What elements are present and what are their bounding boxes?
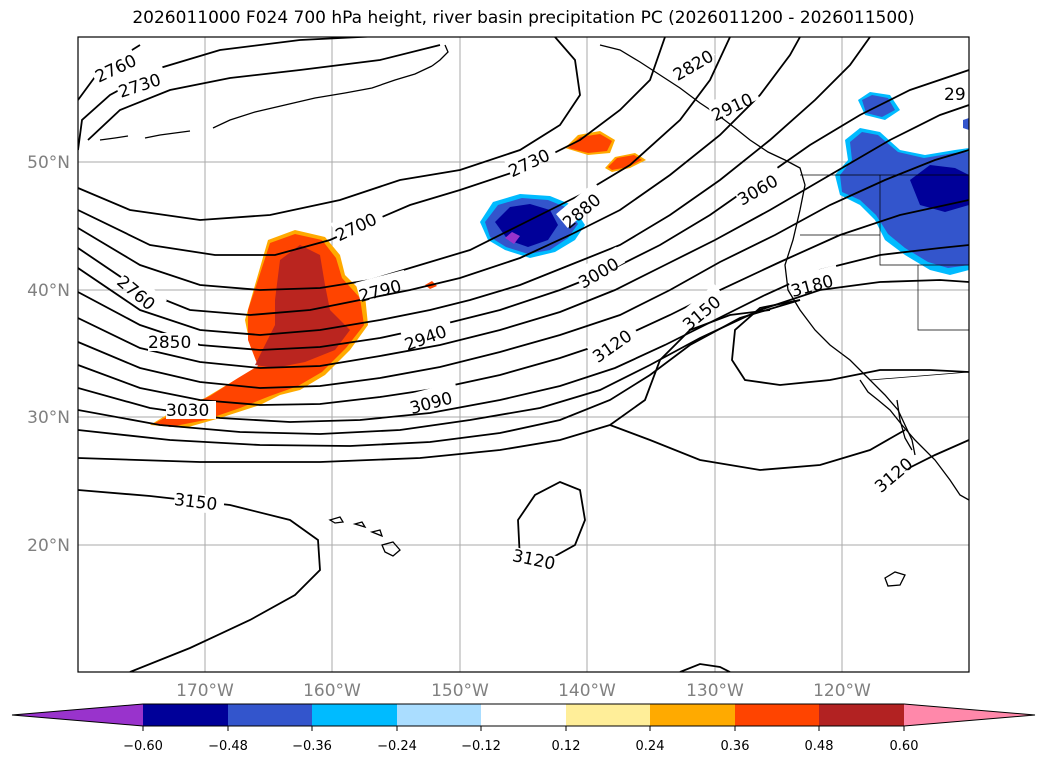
map-frame xyxy=(77,36,970,673)
colorbar-segment-high-extend xyxy=(904,704,1035,726)
lon-label: 140°W xyxy=(558,681,616,701)
colorbar-segment-low-extend xyxy=(12,704,143,726)
colorbar-tick: −0.36 xyxy=(292,739,332,754)
colorbar-segment xyxy=(481,704,566,726)
lon-label: 120°W xyxy=(813,681,871,701)
lat-label: 50°N xyxy=(27,153,70,173)
latitude-labels: 50°N 40°N 30°N 20°N xyxy=(27,153,70,556)
precip-positive-shading xyxy=(150,131,646,428)
colorbar-segment xyxy=(735,704,819,726)
colorbar-segment xyxy=(228,704,312,726)
contour-label: 29 xyxy=(944,85,966,105)
colorbar-segment xyxy=(650,704,735,726)
colorbar-tick: −0.12 xyxy=(461,739,501,754)
colorbar-tick: −0.60 xyxy=(123,739,163,754)
map-title: 2026011000 F024 700 hPa height, river ba… xyxy=(132,8,915,28)
graticule xyxy=(78,37,969,672)
contour-label: 2850 xyxy=(148,333,191,353)
colorbar: −0.60 −0.48 −0.36 −0.24 −0.12 0.12 0.24 … xyxy=(11,703,1036,754)
colorbar-tick: −0.48 xyxy=(208,739,248,754)
colorbar-tick: 0.24 xyxy=(636,739,665,754)
lon-label: 130°W xyxy=(686,681,744,701)
colorbar-segment xyxy=(312,704,397,726)
lon-label: 170°W xyxy=(176,681,234,701)
state-borders xyxy=(800,174,969,381)
colorbar-tick: 0.48 xyxy=(805,739,834,754)
colorbar-tick: 0.60 xyxy=(890,739,919,754)
longitude-labels: 170°W 160°W 150°W 140°W 130°W 120°W xyxy=(176,681,871,701)
lon-label: 150°W xyxy=(431,681,489,701)
colorbar-tick: 0.12 xyxy=(552,739,581,754)
colorbar-tick: −0.24 xyxy=(377,739,417,754)
colorbar-segment xyxy=(143,704,228,726)
colorbar-segment xyxy=(397,704,481,726)
colorbar-tick: 0.36 xyxy=(721,739,750,754)
lat-label: 40°N xyxy=(27,281,70,301)
map-area: 2760 2730 2820 2910 29 2730 2700 2880 30… xyxy=(78,37,969,672)
coastlines xyxy=(99,44,969,587)
lon-label: 160°W xyxy=(303,681,361,701)
lat-label: 20°N xyxy=(27,536,70,556)
contour-label: 3030 xyxy=(166,401,209,421)
contour-labels: 2760 2730 2820 2910 29 2730 2700 2880 30… xyxy=(88,39,969,576)
height-contours xyxy=(78,37,969,672)
lat-label: 30°N xyxy=(27,408,70,428)
colorbar-segment xyxy=(566,704,650,726)
colorbar-segment xyxy=(819,704,904,726)
